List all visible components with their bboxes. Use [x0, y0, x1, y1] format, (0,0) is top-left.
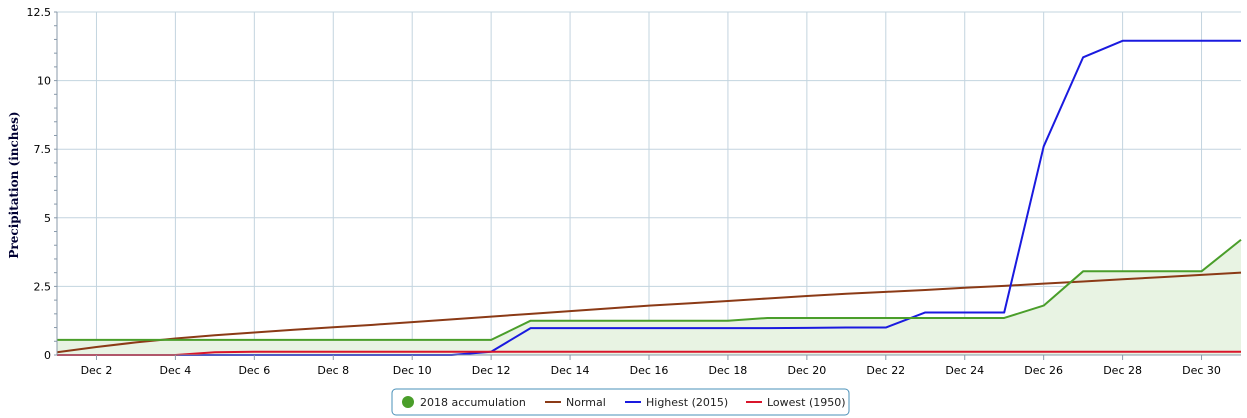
x-tick-label: Dec 28 [1103, 364, 1142, 377]
series-line-2018-accumulation [57, 238, 1242, 341]
x-tick-label: Dec 6 [238, 364, 270, 377]
y-tick-label: 2.5 [34, 280, 52, 293]
x-tick-label: Dec 14 [551, 364, 590, 377]
y-tick-label: 7.5 [34, 143, 52, 156]
area-layer [57, 239, 1241, 355]
y-tick-label: 0 [44, 349, 51, 362]
series-lines [56, 39, 1242, 356]
x-tick-label: Dec 4 [160, 364, 192, 377]
y-tick-label: 5 [44, 212, 51, 225]
x-tick-label: Dec 22 [866, 364, 905, 377]
legend-marker-circle [402, 396, 414, 408]
x-tick-label: Dec 10 [393, 364, 432, 377]
legend-label: Highest (2015) [646, 396, 728, 409]
y-axis-label: Precipitation (inches) [7, 111, 21, 258]
series-line-normal [56, 271, 1242, 354]
legend-box [391, 388, 850, 416]
y-tick-label: 10 [37, 75, 51, 88]
x-tick-label: Dec 8 [317, 364, 349, 377]
x-tick-label: Dec 18 [709, 364, 748, 377]
x-tick-label: Dec 20 [787, 364, 826, 377]
x-tick-label: Dec 12 [472, 364, 511, 377]
x-tick-label: Dec 24 [945, 364, 984, 377]
series-line-lowest-1950 [57, 350, 1241, 356]
accumulation-area [57, 239, 1241, 355]
x-tick-label: Dec 30 [1182, 364, 1221, 377]
x-tick-label: Dec 26 [1024, 364, 1063, 377]
x-tick-label: Dec 2 [81, 364, 113, 377]
legend-label: Lowest (1950) [767, 396, 846, 409]
y-tick-label: 12.5 [27, 6, 52, 19]
legend-label: Normal [566, 396, 606, 409]
legend-label: 2018 accumulation [420, 396, 526, 409]
axes: Dec 2 Dec 4 Dec 6 Dec 8 Dec 10 Dec 12 Dec 14 De… [27, 6, 1241, 377]
x-tick-label: Dec 16 [630, 364, 669, 377]
legend: 2018 accumulation Normal Highest (2015) Low… [391, 388, 850, 416]
